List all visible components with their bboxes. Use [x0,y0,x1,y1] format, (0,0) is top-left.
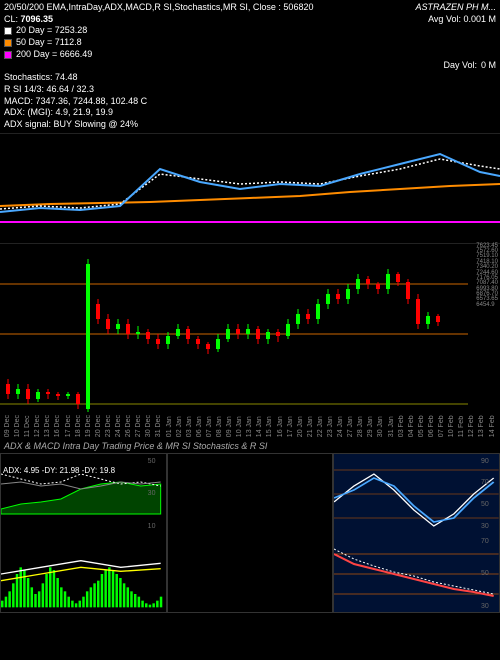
date-tick: 09 Jan [226,415,233,437]
candlestick-chart: 7623.457572.607519.107418.107340.207244.… [0,243,500,413]
ma-line-label: 200 Day = 6666.49 [16,49,92,61]
date-tick: 22 Jan [317,415,324,437]
date-tick: 18 Dec [75,415,82,437]
date-tick: 26 Dec [125,415,132,437]
date-tick: 19 Dec [85,415,92,437]
adx-label: ADX: (MGI): 4.9, 21.9, 19.9 [4,107,496,119]
date-tick: 14 Feb [489,415,496,437]
cl-label: CL: [4,14,18,24]
cl-value: 7096.35 [21,14,54,24]
chart-header: 20/50/200 EMA,IntraDay,ADX,MACD,R SI,Sto… [0,0,500,133]
color-swatch [4,27,12,35]
date-tick: 06 Feb [428,415,435,437]
date-tick: 23 Dec [105,415,112,437]
date-tick: 14 Jan [256,415,263,437]
date-tick: 24 Jan [337,415,344,437]
date-tick: 20 Dec [95,415,102,437]
date-tick: 15 Jan [266,415,273,437]
date-tick: 27 Jan [347,415,354,437]
adx-signal-label: ADX signal: BUY Slowing @ 24% [4,119,496,131]
date-tick: 28 Jan [357,415,364,437]
date-axis: 09 Dec10 Dec11 Dec12 Dec13 Dec16 Dec 17 D… [0,413,500,439]
date-tick: 24 Dec [115,415,122,437]
date-tick: 31 Jan [388,415,395,437]
date-tick: 11 Dec [24,415,31,437]
date-tick: 29 Jan [367,415,374,437]
date-tick: 12 Dec [34,415,41,437]
date-tick: 01 Jan [166,415,173,437]
stochastics-label: Stochastics: 74.48 [4,72,496,84]
date-tick: 21 Jan [307,415,314,437]
avg-vol-label: Avg Vol: [428,14,461,24]
date-tick: 13 Dec [44,415,51,437]
date-tick: 08 Jan [216,415,223,437]
day-vol-label: Day Vol: [443,60,477,72]
indicator-subheader: ADX & MACD Intra Day Trading Price & MR … [0,439,500,453]
date-tick: 30 Jan [377,415,384,437]
date-tick: 30 Dec [145,415,152,437]
date-tick: 10 Dec [14,415,21,437]
date-tick: 03 Jan [186,415,193,437]
date-tick: 17 Dec [65,415,72,437]
ma-line-label: 20 Day = 7253.28 [16,25,87,37]
date-tick: 16 Dec [54,415,61,437]
date-tick: 06 Jan [196,415,203,437]
date-tick: 20 Jan [297,415,304,437]
price-axis-labels: 7623.457572.607519.107418.107340.207244.… [476,244,498,309]
date-tick: 13 Feb [478,415,485,437]
date-tick: 03 Feb [398,415,405,437]
date-tick: 23 Jan [327,415,334,437]
date-tick: 07 Jan [206,415,213,437]
date-tick: 05 Feb [418,415,425,437]
title-left: 20/50/200 EMA,IntraDay,ADX,MACD,R SI,Sto… [4,2,313,14]
date-tick: 31 Dec [155,415,162,437]
avg-vol-value: 0.001 M [463,14,496,24]
adx-macd-panel: ADX: 4.95 -DY: 21.98 -DY: 19.8 503010 [0,453,167,613]
date-tick: 12 Feb [468,415,475,437]
date-tick: 09 Dec [4,415,11,437]
title-right: ASTRAZEN PH M... [415,2,496,14]
date-tick: 13 Jan [246,415,253,437]
date-tick: 02 Jan [176,415,183,437]
macd-label: MACD: 7347.36, 7244.88, 102.48 C [4,96,496,108]
ma-line-label: 50 Day = 7112.8 [16,37,82,49]
ema-line-chart [0,133,500,243]
date-tick: 11 Feb [458,415,465,437]
date-tick: 17 Jan [287,415,294,437]
date-tick: 16 Jan [277,415,284,437]
day-vol-value: 0 M [481,60,496,72]
date-tick: 27 Dec [135,415,142,437]
indicator-panels-row: ADX: 4.95 -DY: 21.98 -DY: 19.8 503010 90… [0,453,500,613]
date-tick: 04 Feb [408,415,415,437]
date-tick: 07 Feb [438,415,445,437]
date-tick: 10 Feb [448,415,455,437]
stochastics-rsi-panel: 90705030 705030 [333,453,500,613]
rsi-label: R SI 14/3: 46.64 / 32.3 [4,84,496,96]
color-swatch [4,39,12,47]
color-swatch [4,51,12,59]
adx-values: ADX: 4.95 -DY: 21.98 -DY: 19.8 [3,466,115,475]
intraday-panel [167,453,334,613]
date-tick: 10 Jan [236,415,243,437]
